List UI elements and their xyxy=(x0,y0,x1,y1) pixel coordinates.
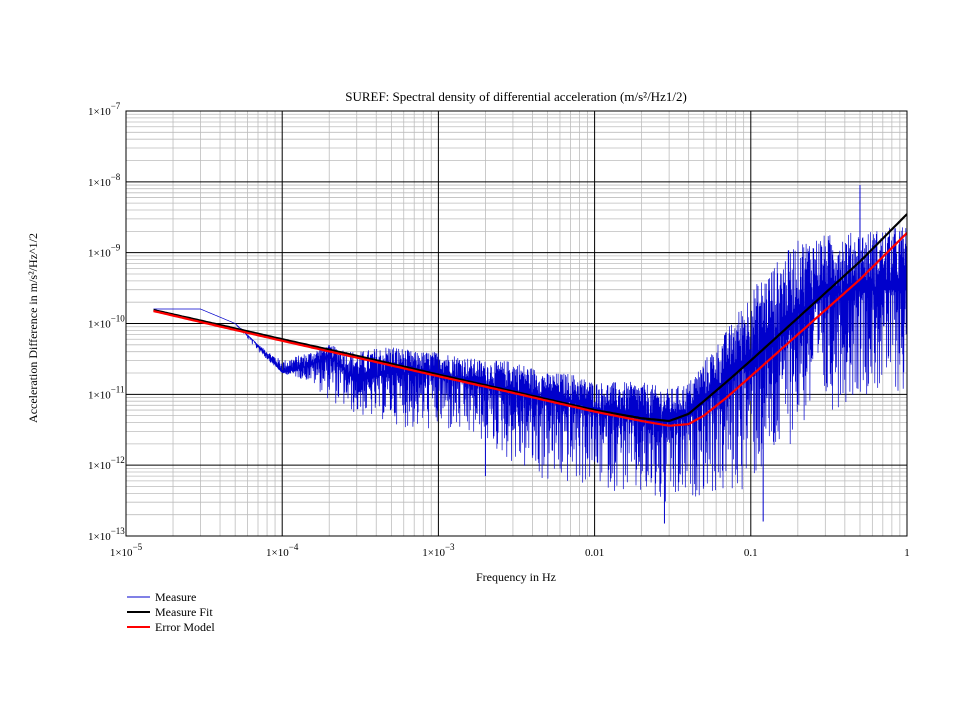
x-tick-label: 1×10−3 xyxy=(422,542,455,559)
legend-label-error-model: Error Model xyxy=(155,620,215,634)
x-axis-label: Frequency in Hz xyxy=(476,570,556,584)
y-axis-label: Acceleration Difference in m/s²/Hz^1/2 xyxy=(26,233,40,423)
x-tick-label: 1×10−5 xyxy=(110,542,143,559)
y-tick-labels: 1×10−7 1×10−8 1×10−9 1×10−10 1×10−11 1×10−12 1… xyxy=(88,101,125,543)
y-tick-label: 1×10−8 xyxy=(88,172,121,189)
y-tick-label: 1×10−9 xyxy=(88,243,121,260)
x-tick-labels: 1×10−5 1×10−4 1×10−3 0.01 0.1 1 xyxy=(110,542,910,559)
series-measure xyxy=(153,227,907,502)
y-tick-label: 1×10−12 xyxy=(88,455,125,472)
x-tick-label: 0.1 xyxy=(744,547,758,559)
legend-label-measure-fit: Measure Fit xyxy=(155,605,213,619)
y-tick-label: 1×10−13 xyxy=(88,526,125,543)
y-tick-label: 1×10−7 xyxy=(88,101,121,118)
y-tick-label: 1×10−10 xyxy=(88,314,125,331)
series-measure-fit xyxy=(153,213,907,423)
legend-label-measure: Measure xyxy=(155,590,196,604)
x-tick-label: 0.01 xyxy=(585,547,604,559)
y-tick-label: 1×10−11 xyxy=(88,384,124,401)
series-error-model xyxy=(153,232,907,427)
plot-frame xyxy=(125,110,908,537)
chart-title: SUREF: Spectral density of differential … xyxy=(345,89,687,104)
x-tick-label: 1 xyxy=(904,547,910,559)
x-tick-label: 1×10−4 xyxy=(266,542,299,559)
series-layer xyxy=(153,185,907,524)
